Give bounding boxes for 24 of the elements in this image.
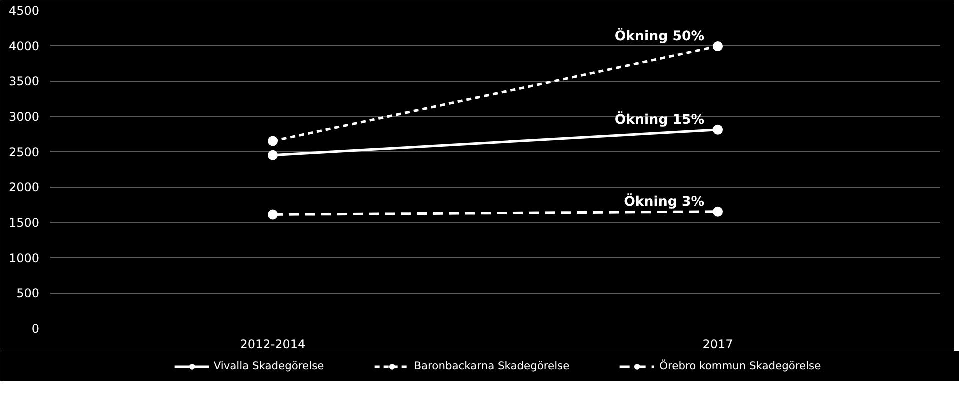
annotation: Ökning 15%: [614, 110, 705, 128]
legend-label: Vivalla Skadegörelse: [214, 360, 324, 372]
annotation: Ökning 50%: [614, 28, 705, 45]
y-tick-label: 2000: [8, 180, 40, 195]
y-tick-label: 0: [32, 322, 40, 336]
point: [713, 124, 723, 135]
legend-label: Örebro kommun Skadegörelse: [660, 360, 822, 372]
point: [713, 206, 723, 217]
y-tick-label: 4000: [8, 39, 40, 54]
x-tick-label: 2017: [702, 338, 734, 352]
y-tick-label: 3500: [8, 74, 40, 89]
point: [713, 42, 723, 52]
point: [268, 150, 278, 160]
y-tick-label: 1000: [8, 251, 40, 266]
y-tick-label: 500: [16, 286, 40, 301]
point: [268, 210, 278, 220]
legend-label: Baronbackarna Skadegörelse: [414, 360, 570, 372]
y-tick-label: 3000: [8, 110, 40, 124]
y-tick-label: 1500: [8, 216, 40, 230]
annotation: Ökning 3%: [624, 192, 705, 210]
y-tick-label: 4500: [8, 4, 40, 18]
x-tick-label: 2012-2014: [240, 338, 306, 352]
point: [268, 136, 278, 146]
y-tick-label: 2500: [8, 145, 40, 160]
